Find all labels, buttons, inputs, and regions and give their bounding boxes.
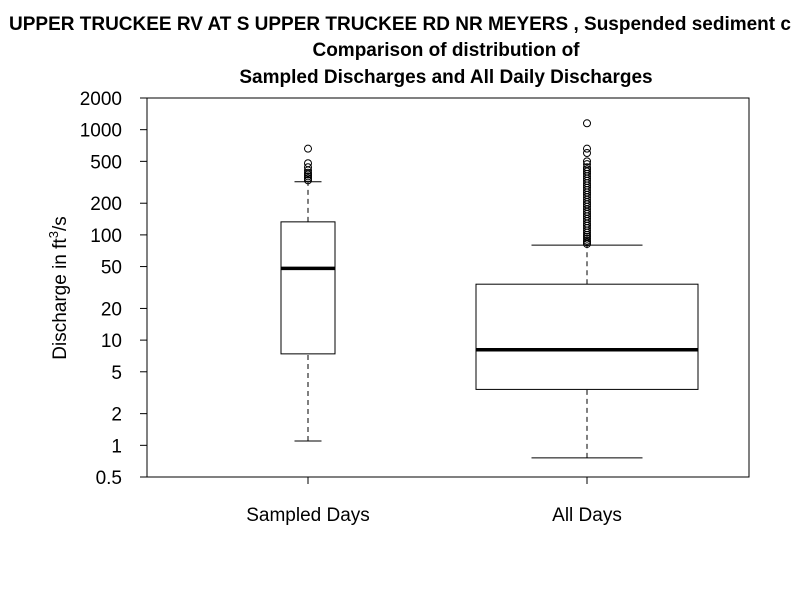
outlier-point [583,144,591,153]
outlier-point [304,176,312,185]
y-tick-label: 20 [101,299,122,320]
outlier-point [304,174,312,183]
y-tick-label: 1000 [80,121,122,142]
y-tick-label: 2000 [80,89,122,110]
y-tick-label: 200 [90,194,122,215]
outlier-point [583,157,591,166]
y-tick-label: 10 [101,331,122,352]
x-axis: Sampled Days All Days [246,477,622,526]
chart-title-line-1: UPPER TRUCKEE RV AT S UPPER TRUCKEE RD N… [9,14,791,35]
outlier-point [583,234,591,243]
box-group [475,119,699,459]
outlier-point [583,165,591,174]
outlier-point [304,163,312,172]
y-tick-label: 100 [90,226,122,247]
outlier-point [304,168,312,177]
box-group [280,144,336,442]
outlier-point [304,159,312,168]
chart-title-line-2: Comparison of distribution of [312,40,580,61]
chart-title-line-3: Sampled Discharges and All Daily Dischar… [239,67,652,88]
boxes-group [280,119,699,459]
y-tick-label: 5 [111,363,122,384]
outlier-point [304,144,312,153]
outlier-point [583,149,591,158]
outlier-point [583,236,591,245]
outlier-point [583,160,591,169]
y-tick-label: 50 [101,258,122,279]
box-iqr [475,283,699,390]
x-tick-label: All Days [552,505,622,526]
box-iqr [280,221,336,355]
x-tick-label: Sampled Days [246,505,370,526]
outlier-point [583,163,591,172]
y-tick-label: 1 [111,436,122,457]
y-axis-label: Discharge in ft3/s [46,216,71,359]
y-tick-label: 2 [111,405,122,426]
y-tick-label: 500 [90,152,122,173]
y-tick-label: 0.5 [96,468,122,489]
outlier-point [583,119,591,128]
y-axis: 0.5 1 2 5 10 20 50 100 200 500 1000 2000 [80,89,148,489]
